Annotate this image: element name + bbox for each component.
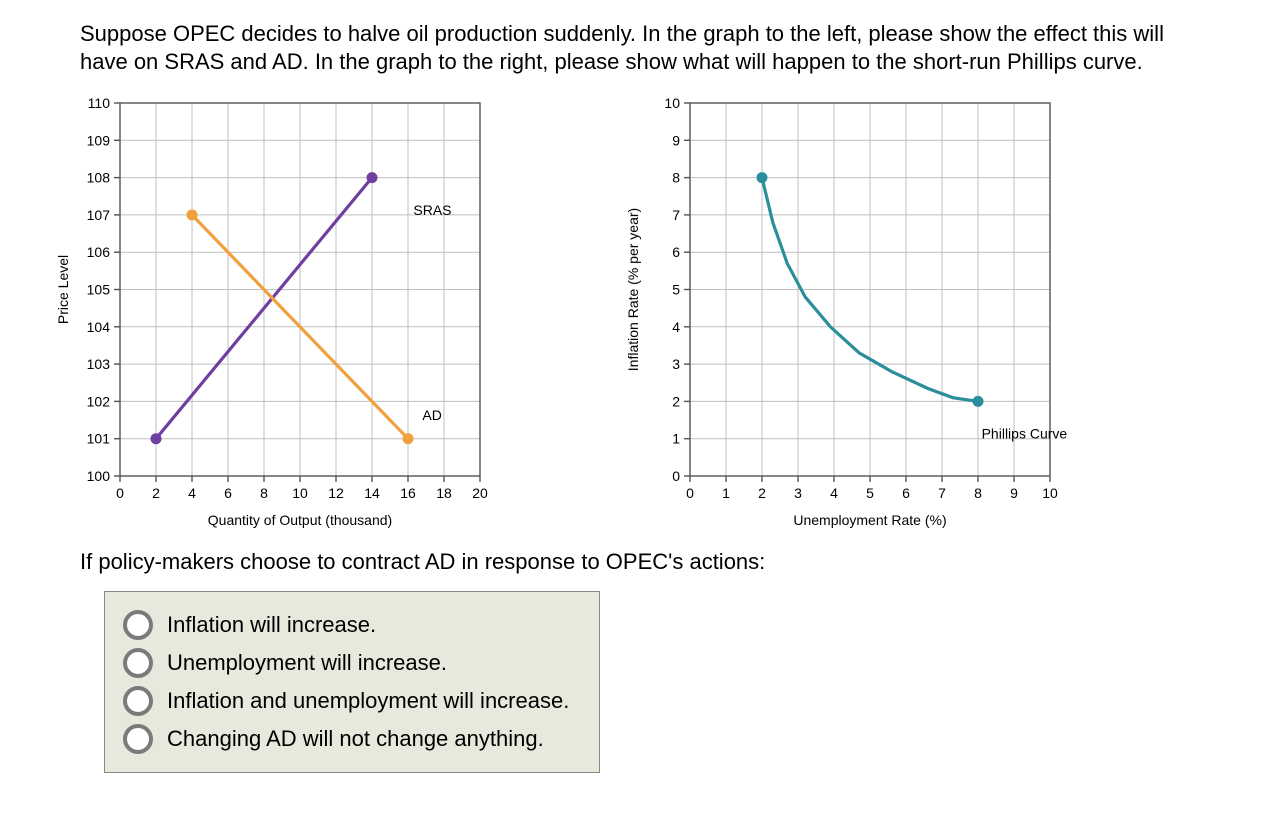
svg-text:Phillips Curve: Phillips Curve	[982, 426, 1068, 442]
svg-text:16: 16	[400, 485, 416, 501]
svg-text:Inflation Rate (% per year): Inflation Rate (% per year)	[625, 208, 641, 371]
svg-text:7: 7	[672, 207, 680, 223]
svg-text:107: 107	[87, 207, 111, 223]
svg-text:6: 6	[224, 485, 232, 501]
svg-text:105: 105	[87, 282, 111, 298]
svg-text:106: 106	[87, 244, 111, 260]
svg-text:2: 2	[152, 485, 160, 501]
answer-option-3[interactable]: Changing AD will not change anything.	[123, 720, 569, 758]
svg-text:101: 101	[87, 431, 111, 447]
svg-text:108: 108	[87, 170, 111, 186]
svg-text:10: 10	[664, 95, 680, 111]
svg-text:6: 6	[902, 485, 910, 501]
radio-icon[interactable]	[123, 610, 153, 640]
svg-text:6: 6	[672, 244, 680, 260]
svg-text:9: 9	[1010, 485, 1018, 501]
svg-text:Quantity of Output (thousand): Quantity of Output (thousand)	[208, 512, 392, 528]
svg-text:1: 1	[722, 485, 730, 501]
svg-text:8: 8	[260, 485, 268, 501]
svg-text:104: 104	[87, 319, 111, 335]
svg-text:0: 0	[686, 485, 694, 501]
svg-text:18: 18	[436, 485, 452, 501]
svg-text:109: 109	[87, 132, 111, 148]
svg-text:0: 0	[672, 468, 680, 484]
radio-icon[interactable]	[123, 686, 153, 716]
svg-text:Price Level: Price Level	[55, 255, 71, 324]
svg-text:7: 7	[938, 485, 946, 501]
svg-text:AD: AD	[422, 407, 441, 423]
svg-text:SRAS: SRAS	[413, 202, 451, 218]
svg-text:12: 12	[328, 485, 344, 501]
sras-ad-chart[interactable]: 0 2 4 6 8 10 12 14 16 18 20 100 101 102 103 104 105 106 10…	[50, 91, 510, 531]
svg-text:1: 1	[672, 431, 680, 447]
svg-text:4: 4	[830, 485, 838, 501]
svg-text:3: 3	[672, 356, 680, 372]
svg-text:2: 2	[758, 485, 766, 501]
svg-text:102: 102	[87, 393, 111, 409]
answer-option-0[interactable]: Inflation will increase.	[123, 606, 569, 644]
question-prompt: Suppose OPEC decides to halve oil produc…	[80, 20, 1202, 75]
svg-text:100: 100	[87, 468, 111, 484]
svg-text:5: 5	[866, 485, 874, 501]
svg-text:Unemployment Rate (%): Unemployment Rate (%)	[793, 512, 946, 528]
svg-text:10: 10	[292, 485, 308, 501]
answer-choices-box: Inflation will increase. Unemployment wi…	[104, 591, 600, 773]
svg-text:103: 103	[87, 356, 111, 372]
answer-label: Inflation and unemployment will increase…	[167, 688, 569, 714]
svg-text:5: 5	[672, 282, 680, 298]
svg-text:0: 0	[116, 485, 124, 501]
radio-icon[interactable]	[123, 724, 153, 754]
svg-text:9: 9	[672, 132, 680, 148]
svg-text:14: 14	[364, 485, 380, 501]
answer-label: Unemployment will increase.	[167, 650, 447, 676]
svg-text:2: 2	[672, 393, 680, 409]
answer-label: Changing AD will not change anything.	[167, 726, 544, 752]
answer-option-1[interactable]: Unemployment will increase.	[123, 644, 569, 682]
radio-icon[interactable]	[123, 648, 153, 678]
svg-text:10: 10	[1042, 485, 1058, 501]
svg-text:110: 110	[88, 95, 111, 111]
svg-text:4: 4	[188, 485, 196, 501]
phillips-curve-chart[interactable]: 0 1 2 3 4 5 6 7 8 9 10 0 1 2 3 4 5 6 7 8 9 10 Unemployment Rat…	[620, 91, 1080, 531]
followup-question: If policy-makers choose to contract AD i…	[80, 549, 1202, 575]
answer-label: Inflation will increase.	[167, 612, 376, 638]
svg-text:20: 20	[472, 485, 488, 501]
answer-option-2[interactable]: Inflation and unemployment will increase…	[123, 682, 569, 720]
svg-text:8: 8	[974, 485, 982, 501]
svg-text:8: 8	[672, 170, 680, 186]
svg-text:3: 3	[794, 485, 802, 501]
svg-text:4: 4	[672, 319, 680, 335]
